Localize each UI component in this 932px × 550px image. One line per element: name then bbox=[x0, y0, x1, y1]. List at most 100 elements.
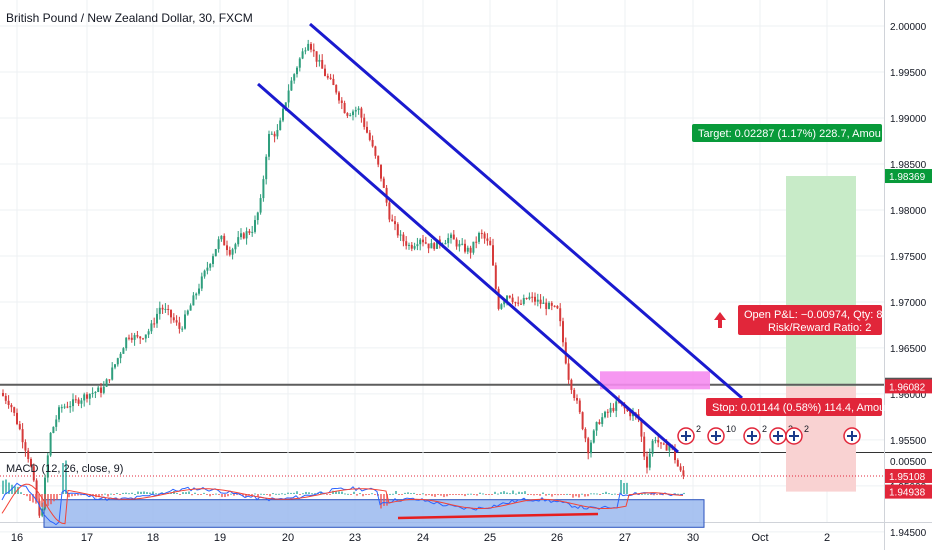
macd-histogram-bar bbox=[389, 493, 391, 495]
time-tick-label: 27 bbox=[619, 532, 631, 544]
macd-histogram-bar bbox=[14, 486, 16, 494]
macd-histogram-bar bbox=[578, 494, 580, 498]
event-badge[interactable]: 10 bbox=[707, 424, 736, 445]
candle-body bbox=[402, 234, 405, 242]
macd-histogram-bar bbox=[548, 493, 550, 495]
macd-histogram-bar bbox=[326, 494, 328, 495]
candle-body bbox=[63, 406, 66, 408]
candle-body bbox=[374, 146, 377, 156]
candle-body bbox=[284, 102, 287, 109]
channel-lower-line[interactable] bbox=[257, 82, 679, 454]
candle-body bbox=[55, 419, 58, 427]
candle-body bbox=[282, 108, 284, 121]
macd-histogram-bar bbox=[491, 494, 493, 495]
macd-histogram-bar bbox=[338, 491, 340, 494]
candle-body bbox=[49, 432, 52, 456]
candle-body bbox=[312, 49, 315, 52]
candle-body bbox=[122, 348, 125, 354]
candle-body bbox=[105, 379, 108, 387]
macd-histogram-bar bbox=[302, 493, 304, 495]
macd-histogram-bar bbox=[656, 494, 658, 495]
macd-histogram-bar bbox=[314, 493, 316, 495]
target-label-box[interactable]: Target: 0.02287 (1.17%) 228.7, Amou bbox=[692, 124, 882, 142]
candle-body bbox=[338, 92, 340, 101]
flag-cross-icon bbox=[847, 431, 857, 441]
macd-histogram-bar bbox=[38, 494, 40, 505]
price-tick-label: 1.99500 bbox=[890, 68, 927, 79]
up-arrow-icon[interactable] bbox=[714, 312, 726, 328]
candle-body bbox=[545, 302, 548, 309]
macd-histogram-bar bbox=[353, 491, 355, 494]
pnl-label-box[interactable]: Open P&L: −0.00974, Qty: 8 Risk/Reward R… bbox=[738, 305, 883, 335]
macd-histogram-bar bbox=[218, 494, 220, 495]
macd-histogram-bar bbox=[50, 494, 52, 505]
candle-body bbox=[340, 100, 343, 103]
target-zone[interactable] bbox=[786, 176, 856, 387]
macd-histogram-bar bbox=[68, 494, 70, 498]
macd-histogram-bar bbox=[623, 483, 625, 494]
candle-body bbox=[450, 234, 452, 238]
candle-body bbox=[405, 241, 408, 246]
price-tag-bg bbox=[885, 169, 932, 184]
candle-body bbox=[234, 244, 237, 250]
candle-body bbox=[472, 241, 475, 253]
grid bbox=[0, 0, 884, 533]
candle-body bbox=[220, 235, 223, 240]
supply-box[interactable] bbox=[600, 371, 710, 390]
candle-body bbox=[139, 336, 142, 339]
event-badge[interactable]: 2 bbox=[743, 424, 767, 445]
candle-body bbox=[24, 442, 27, 451]
candle-body bbox=[368, 132, 371, 140]
macd-histogram-bar bbox=[77, 494, 79, 496]
macd-histogram-bar bbox=[605, 491, 607, 494]
macd-histogram-bar bbox=[290, 492, 292, 494]
candle-body bbox=[237, 237, 240, 245]
flag-cross-icon bbox=[747, 431, 757, 441]
macd-histogram-bar bbox=[410, 493, 412, 495]
macd-histogram-bar bbox=[26, 494, 28, 497]
candle-body bbox=[371, 139, 374, 147]
demand-zone-rectangle[interactable] bbox=[43, 499, 705, 528]
candle-body bbox=[184, 314, 186, 329]
macd-histogram-bar bbox=[413, 492, 415, 494]
stop-label-box[interactable]: Stop: 0.01144 (0.58%) 114.4, Amou bbox=[706, 398, 885, 416]
macd-histogram-bar bbox=[563, 494, 565, 495]
candle-body bbox=[433, 243, 436, 249]
macd-histogram-bar bbox=[278, 493, 280, 495]
candle-body bbox=[486, 238, 489, 241]
event-badge[interactable]: 2 bbox=[785, 424, 809, 445]
macd-histogram-bar bbox=[422, 493, 424, 495]
candle-body bbox=[83, 394, 86, 401]
macd-histogram-bar bbox=[536, 494, 538, 495]
event-count: 2 bbox=[804, 424, 809, 434]
macd-histogram-bar bbox=[437, 494, 439, 495]
time-axis[interactable]: 16 17 18 19 20 23 24 25 26 27 30 Oct 2 bbox=[11, 532, 830, 544]
flag-cross-icon bbox=[789, 431, 799, 441]
event-badge[interactable] bbox=[843, 427, 861, 445]
channel-upper-line[interactable] bbox=[309, 22, 743, 400]
price-tag-label: 1.96082 bbox=[889, 382, 926, 393]
candle-body bbox=[2, 393, 4, 396]
macd-histogram-bar bbox=[275, 493, 277, 495]
time-tick-label: 2 bbox=[824, 532, 830, 544]
candle-body bbox=[581, 412, 584, 430]
event-count: 2 bbox=[696, 424, 701, 434]
macd-histogram-bar bbox=[188, 491, 190, 494]
macd-histogram-bar bbox=[65, 460, 67, 494]
candle-body bbox=[136, 335, 139, 337]
macd-histogram-bar bbox=[545, 494, 547, 496]
candle-body bbox=[489, 240, 492, 246]
divergence-line[interactable] bbox=[397, 512, 599, 520]
descending-channel[interactable] bbox=[257, 22, 743, 454]
macd-histogram-bar bbox=[137, 491, 139, 494]
candle-body bbox=[657, 440, 660, 443]
candle-body bbox=[612, 407, 615, 411]
macd-histogram-bar bbox=[53, 494, 55, 502]
price-tick-label: 1.95500 bbox=[890, 436, 927, 447]
candle-body bbox=[298, 58, 301, 68]
macd-histogram-bar bbox=[599, 494, 601, 495]
price-pane[interactable] bbox=[0, 0, 884, 452]
event-badge[interactable]: 2 bbox=[677, 424, 701, 445]
